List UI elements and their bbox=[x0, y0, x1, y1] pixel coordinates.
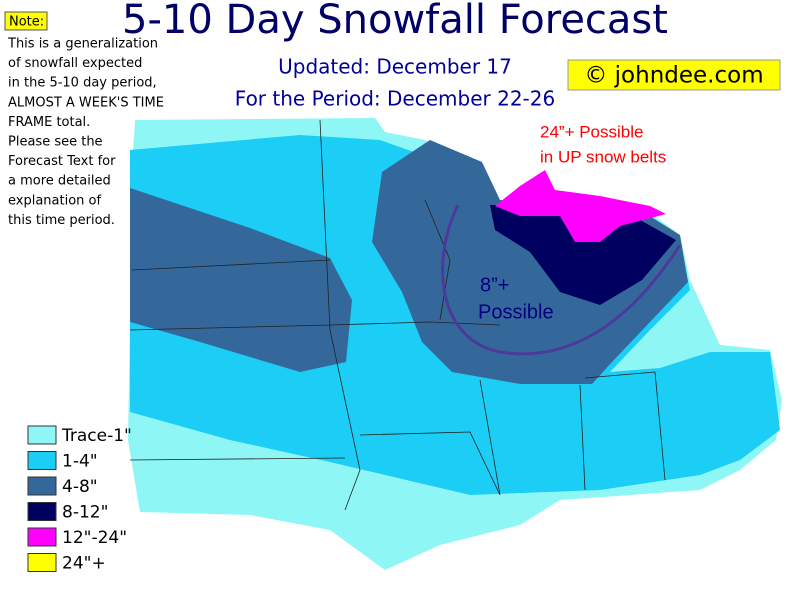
copyright: © johndee.com bbox=[584, 63, 763, 89]
legend-swatch bbox=[27, 553, 57, 572]
legend-swatch bbox=[27, 476, 57, 496]
title: 5-10 Day Snowfall Forecast bbox=[122, 0, 668, 43]
legend-swatch bbox=[27, 527, 57, 547]
annotation: Possible bbox=[478, 301, 554, 323]
note-line: this time period. bbox=[8, 213, 115, 228]
legend-label: 1-4" bbox=[62, 452, 98, 472]
note-line: explanation of bbox=[8, 193, 101, 208]
legend-label: 24"+ bbox=[62, 554, 106, 574]
state-line bbox=[129, 119, 666, 511]
note-line: a more detailed bbox=[8, 174, 111, 189]
note-box bbox=[4, 11, 48, 31]
annotation: 8”+ bbox=[480, 274, 509, 296]
annotation: 24”+ Possible bbox=[540, 122, 643, 141]
note-label: Note: bbox=[9, 15, 44, 30]
note-line: in the 5-10 day period, bbox=[8, 76, 157, 91]
legend-label: Trace-1" bbox=[61, 426, 132, 446]
contour-8 bbox=[441, 204, 682, 356]
note-text: This is a generalization of snowfall expe… bbox=[7, 37, 164, 228]
legend-swatch bbox=[27, 502, 57, 521]
legend-swatch bbox=[27, 451, 57, 470]
note-line: ALMOST A WEEK'S TIME bbox=[8, 95, 164, 110]
legend: Trace-1" 1-4" 4-8" 8-12" 12"-24" 24"+ bbox=[27, 425, 132, 574]
note-line: Forecast Text for bbox=[8, 154, 116, 169]
region-12-24 bbox=[495, 170, 666, 242]
note-line: This is a generalization bbox=[7, 37, 158, 52]
map bbox=[128, 118, 782, 570]
updated: Updated: December 17 bbox=[278, 55, 512, 79]
annotation: in UP snow belts bbox=[540, 147, 666, 166]
note-line: of snowfall expected bbox=[8, 56, 142, 71]
note-line: FRAME total. bbox=[8, 115, 90, 130]
legend-label: 4-8" bbox=[62, 477, 98, 497]
legend-label: 8-12" bbox=[62, 503, 108, 523]
note-line: Please see the bbox=[8, 135, 103, 150]
legend-label: 12"-24" bbox=[62, 528, 127, 548]
copyright-box bbox=[567, 59, 781, 91]
period: For the Period: December 22-26 bbox=[235, 87, 555, 111]
region-8-12 bbox=[490, 205, 676, 305]
legend-swatch bbox=[27, 425, 57, 445]
